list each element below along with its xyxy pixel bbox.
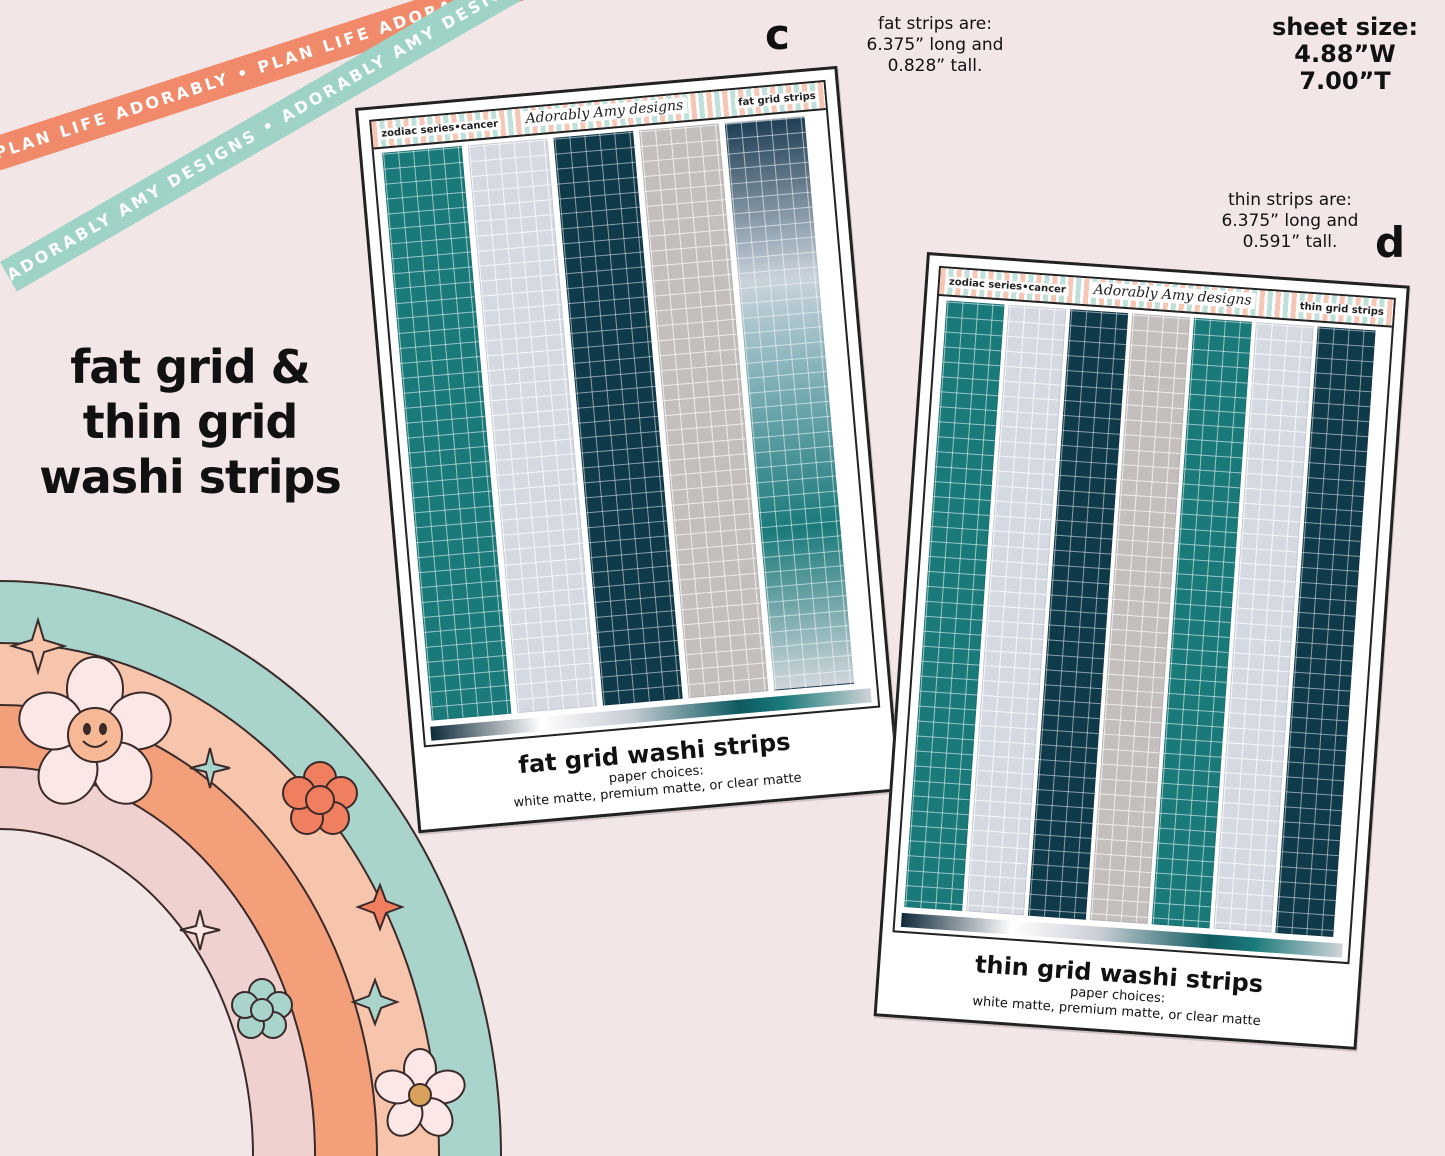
fat-strip-note: fat strips are: 6.375” long and 0.828” t…: [840, 14, 1030, 77]
sheet-size-line-2: 4.88”W: [1294, 40, 1396, 68]
sparkle-icon: [179, 909, 221, 951]
sparkle-icon: [8, 616, 68, 676]
headline-line-2: thin grid: [82, 395, 299, 449]
sheet-c-brand: Adorably Amy designs: [520, 97, 688, 128]
sheet-d-header-right: thin grid strips: [1296, 300, 1388, 319]
fat-note-line-2: 6.375” long and: [866, 35, 1004, 55]
rainbow-arc-pink: [0, 767, 315, 1156]
sheet-c-header-left: zodiac series•cancer: [377, 118, 502, 141]
rainbow-illustration: [0, 580, 502, 1156]
letter-d: d: [1375, 218, 1406, 267]
flower-icon: [231, 978, 293, 1039]
sheet-size-line-3: 7.00”T: [1299, 67, 1391, 95]
sheet-d: zodiac series•cancer Adorably Amy design…: [873, 252, 1410, 1050]
headline-line-1: fat grid &: [70, 340, 311, 394]
flower-icon: [282, 761, 358, 835]
letter-c: c: [765, 10, 790, 59]
sheet-size-line-1: sheet size:: [1271, 13, 1419, 41]
sheet-d-strips: [902, 300, 1385, 938]
thin-note-line-2: 6.375” long and: [1221, 211, 1359, 231]
sheet-d-inner: zodiac series•cancer Adorably Amy design…: [892, 265, 1396, 965]
smiley-flower-icon: [18, 656, 172, 805]
sheet-d-header-left: zodiac series•cancer: [945, 276, 1070, 296]
sheet-d-brand: Adorably Amy designs: [1089, 281, 1257, 310]
thin-note-line-1: thin strips are:: [1228, 190, 1352, 210]
fat-note-line-1: fat strips are:: [878, 14, 992, 34]
headline-line-3: washi strips: [39, 450, 342, 504]
headline: fat grid & thin grid washi strips: [30, 340, 350, 505]
thin-strip-note: thin strips are: 6.375” long and 0.591” …: [1195, 190, 1385, 253]
fat-note-line-3: 0.828” tall.: [887, 56, 983, 76]
thin-note-line-3: 0.591” tall.: [1242, 232, 1338, 252]
four-point-star-icon: [355, 882, 405, 932]
flower-icon: [374, 1048, 466, 1137]
four-point-star-icon: [350, 977, 400, 1027]
sheet-size-note: sheet size: 4.88”W 7.00”T: [1270, 14, 1420, 95]
sparkle-icon: [189, 747, 231, 789]
sheet-c-header-right: fat grid strips: [734, 90, 820, 109]
